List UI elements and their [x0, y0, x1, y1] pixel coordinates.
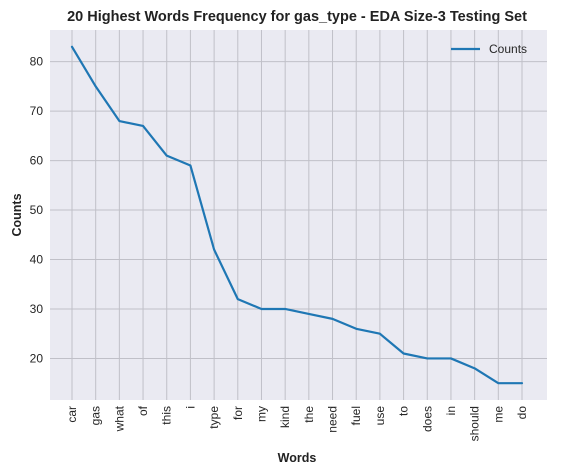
x-tick-label: this [160, 406, 174, 425]
x-axis-label: Words [278, 451, 317, 465]
x-tick-label: i [183, 406, 197, 409]
plot-area [50, 30, 547, 400]
legend-label-counts: Counts [489, 42, 527, 56]
x-tick-label: use [373, 406, 387, 426]
y-axis-label: Counts [10, 193, 24, 236]
x-tick-label: for [231, 406, 245, 420]
x-tick-label: the [302, 406, 316, 423]
series-line-counts [70, 45, 524, 385]
x-tick-label: kind [278, 406, 292, 428]
y-tick-label: 40 [30, 253, 44, 267]
x-tick-label: in [444, 406, 458, 415]
x-tick-label: need [326, 406, 340, 433]
x-tick-label: type [207, 406, 221, 429]
chart-title: 20 Highest Words Frequency for gas_type … [67, 9, 527, 25]
y-tick-label: 70 [30, 104, 44, 118]
x-tick-label: does [420, 406, 434, 432]
y-tick-label: 20 [30, 351, 44, 365]
x-tick-label: do [515, 406, 529, 420]
x-tick-label: my [254, 406, 268, 422]
y-tick-label: 80 [30, 55, 44, 69]
y-tick-label: 60 [30, 154, 44, 168]
y-tick-label: 50 [30, 203, 44, 217]
x-tick-label: should [468, 406, 482, 441]
x-tick-label: of [136, 405, 150, 416]
x-tick-label: gas [89, 406, 103, 425]
x-tick-label: what [112, 405, 126, 432]
legend: Counts [451, 42, 527, 56]
x-tick-label: car [65, 406, 79, 423]
grid-lines [50, 30, 547, 400]
x-tick-label: fuel [349, 406, 363, 425]
x-tick-label: to [397, 406, 411, 416]
x-axis-ticks: car gas what of this i type for my kind the need fue… [65, 405, 529, 441]
y-axis-ticks: 20 30 40 50 60 70 80 [30, 55, 44, 366]
y-tick-label: 30 [30, 302, 44, 316]
x-tick-label: me [491, 406, 505, 423]
